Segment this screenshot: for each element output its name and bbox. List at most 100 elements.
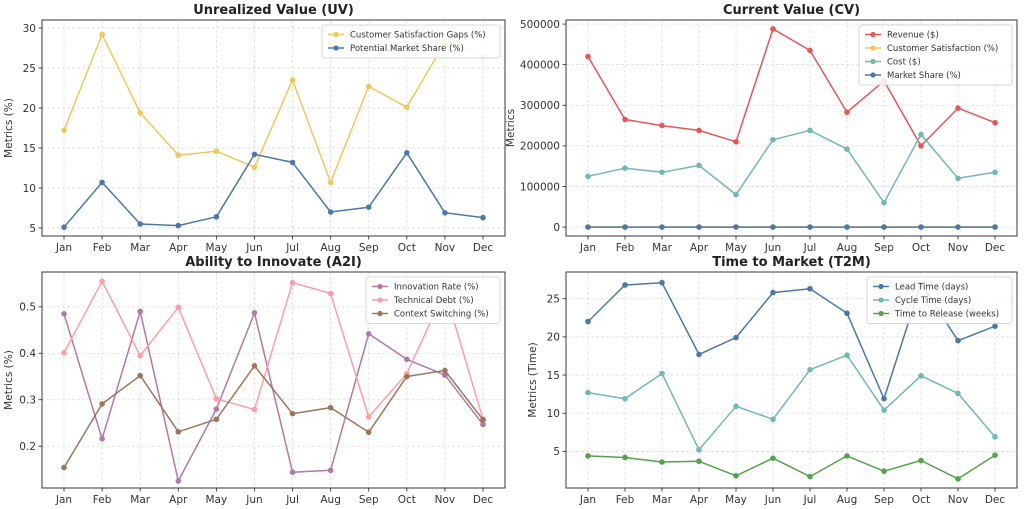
cv-point-cost [770,136,776,143]
cv-point-market-share [622,224,628,230]
t2m-point-cycle-time-days [770,416,776,423]
cv-xtick-label: Aug [837,242,858,254]
uv-point-customer-satisfaction-gaps [61,127,67,134]
uv-xtick-label: Nov [435,242,456,254]
t2m-point-time-to-release-weeks [844,453,850,459]
t2m-point-lead-time-days [770,289,776,296]
t2m-xtick-label: Mar [652,494,672,506]
a2i-point-context-switching [442,367,448,374]
uv-point-potential-market-share [175,222,182,229]
t2m-point-time-to-release-weeks [955,476,961,482]
cv-ytick-label: 100000 [520,181,560,193]
a2i-point-innovation-rate [137,308,143,315]
a2i-point-context-switching [213,416,220,423]
uv-ytick-label: 15 [23,143,36,155]
cv-point-revenue [807,47,813,54]
a2i-line-context-switching [63,365,484,468]
cv-point-cost [733,191,739,198]
uv-point-potential-market-share [61,224,67,230]
cv-point-cost [918,131,924,138]
uv-legend: Customer Satisfaction Gaps (%) Potential … [321,24,501,59]
legend-label-technical-debt: Technical Debt (%) [393,296,474,306]
t2m-ytick-label: 10 [547,408,560,420]
uv-point-customer-satisfaction-gaps [289,77,296,83]
a2i-xtick-label: Nov [435,494,456,506]
a2i-point-technical-debt [175,304,182,311]
t2m-xtick-label: Sep [874,494,894,506]
cv-point-revenue [918,143,924,149]
legend-label-cycle-time-days: Cycle Time (days) [895,296,971,306]
cv-point-revenue [733,139,739,145]
a2i-ylabel: Metrics (%) [3,350,15,410]
legend-label-time-to-release-weeks: Time to Release (weeks) [894,310,999,320]
cv-xtick-label: Mar [652,242,672,254]
a2i-xtick-label: Apr [169,494,188,506]
a2i-plot-frame [41,271,506,489]
t2m-chart: Time to Market (T2M) Jan Feb Mar Apr May Jun Ju… [527,255,1018,506]
t2m-point-lead-time-days [844,310,850,317]
a2i-point-context-switching [327,404,334,411]
uv-point-potential-market-share [137,221,143,227]
cv-plot-frame [565,19,1018,237]
cv-point-revenue [585,53,591,60]
t2m-point-time-to-release-weeks [918,457,924,464]
t2m-point-lead-time-days [955,337,961,344]
t2m-legend-box [866,276,1013,324]
a2i-line-innovation-rate [63,310,484,482]
t2m-line-cycle-time-days [587,354,996,451]
a2i-point-context-switching [61,464,67,471]
cv-point-revenue [770,26,776,32]
legend-marker-technical-debt [377,297,383,303]
a2i-line-technical-debt [63,280,484,420]
a2i-point-context-switching [404,373,410,380]
uv-point-customer-satisfaction-gaps [175,152,182,158]
t2m-point-cycle-time-days [992,434,998,440]
a2i-xtick-label: May [206,494,228,506]
cv-point-market-share [992,224,998,230]
cv-point-revenue [659,122,665,129]
t2m-point-lead-time-days [733,334,739,341]
legend-label-potential-market-share: Potential Market Share (%) [350,44,464,54]
cv-ylabel: Metrics [505,109,517,147]
t2m-point-cycle-time-days [807,366,813,373]
t2m-point-lead-time-days [807,285,813,292]
a2i-point-innovation-rate [213,406,220,412]
a2i-xtick-label: Sep [359,494,379,506]
uv-xtick-label: Jan [55,242,72,254]
cv-ytick-label: 300000 [520,100,560,112]
uv-ytick-label: 20 [23,103,36,115]
a2i-ytick-label: 0.2 [19,441,36,453]
cv-point-market-share [659,224,665,230]
cv-line-cost [587,129,996,204]
a2i-point-innovation-rate [480,421,486,428]
t2m-xtick-label: Jun [764,494,781,506]
t2m-ytick-label: 25 [547,294,560,306]
cv-xtick-label: May [725,242,747,254]
t2m-point-lead-time-days [585,318,591,325]
cv-point-market-share [585,224,591,230]
t2m-xtick-label: Dec [985,494,1006,506]
a2i-point-context-switching [99,401,105,407]
a2i-point-innovation-rate [99,435,105,442]
a2i-point-innovation-rate [289,469,296,476]
cv-ytick-label: 0 [553,222,560,234]
legend-marker-time-to-release-weeks [878,310,884,317]
legend-marker-market-share [870,72,876,78]
uv-ytick-label: 5 [29,223,36,235]
t2m-xtick-label: May [725,494,747,506]
t2m-point-time-to-release-weeks [585,453,591,459]
t2m-point-cycle-time-days [585,389,591,396]
a2i-point-context-switching [251,363,258,369]
cv-legend: Revenue ($) Customer Satisfaction (%) Cost… [858,24,1013,86]
legend-label-customer-satisfaction-gaps: Customer Satisfaction Gaps (%) [350,31,486,41]
t2m-point-lead-time-days [659,279,665,286]
t2m-point-time-to-release-weeks [992,452,998,458]
cv-xtick-label: Apr [690,242,709,254]
uv-xtick-label: Feb [93,242,112,254]
cv-point-market-share [844,224,850,230]
a2i-point-context-switching [137,372,143,379]
t2m-point-cycle-time-days [659,370,665,377]
a2i-point-technical-debt [289,279,296,286]
a2i-point-technical-debt [99,278,105,285]
cv-point-cost [585,173,591,180]
